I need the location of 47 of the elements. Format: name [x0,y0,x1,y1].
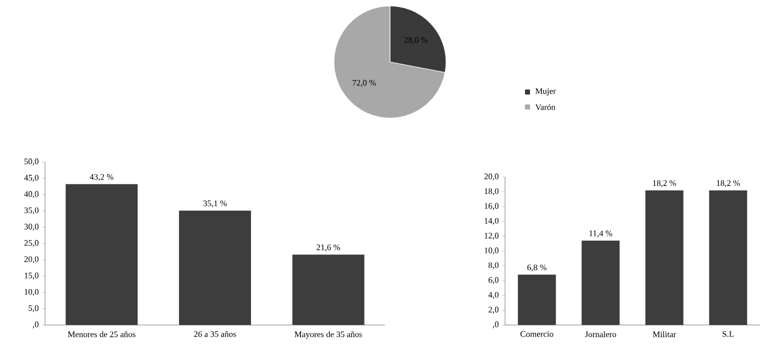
y-tick-label: 5,0 [28,305,38,312]
bar [645,190,684,325]
y-tick-label: 35,0 [24,207,38,214]
data-label: 6,8 % [527,264,546,272]
x-tick-label: Militar [652,331,676,338]
bar [709,190,748,325]
y-tick-label: 15,0 [24,272,38,280]
y-tick-label: 14,0 [484,218,498,225]
data-label: 72,0 % [352,80,376,87]
x-tick-label: S.L [722,331,734,337]
y-tick-label: 12,0 [484,232,498,240]
legend-label: Varón [535,104,556,110]
y-tick-label: ,0 [492,322,498,328]
y-tick-label: 2,0 [488,306,498,314]
y-tick-label: 20,0 [484,174,498,180]
y-tick-label: 18,0 [484,188,498,196]
y-tick-label: 4,0 [488,292,498,299]
y-tick-label: ,0 [32,322,38,328]
y-tick-label: 40,0 [24,191,38,198]
x-tick-label: Mayores de 35 años [294,331,362,339]
bar [179,210,251,325]
y-tick-label: 50,0 [24,158,38,166]
x-tick-label: Jornalero [585,331,616,338]
x-tick-label: Comercio [520,331,554,337]
data-label: 11,4 % [590,230,612,238]
data-label: 28,0 % [404,37,428,44]
data-label: 18,2 % [716,180,740,188]
y-tick-label: 25,0 [24,240,38,247]
data-label: 18,2 % [653,180,676,188]
bar [582,240,620,325]
legend-label: Mujer [535,88,556,96]
data-label: 35,1 % [203,200,227,208]
x-tick-label: Menores de 25 años [68,331,136,338]
y-tick-label: 8,0 [488,262,498,270]
data-label: 21,6 % [316,244,340,252]
y-tick-label: 30,0 [24,224,38,231]
y-tick-label: 10,0 [484,248,498,254]
x-tick-label: 26 a 35 años [194,331,236,337]
data-label: 43,2 % [90,174,114,181]
bar [66,184,138,325]
y-tick-label: 20,0 [24,256,38,264]
y-tick-label: 6,0 [488,277,498,284]
bar [518,274,556,325]
y-tick-label: 16,0 [484,203,498,210]
y-tick-label: 45,0 [24,174,38,182]
y-tick-label: 10,0 [24,288,38,296]
bar [292,254,364,325]
